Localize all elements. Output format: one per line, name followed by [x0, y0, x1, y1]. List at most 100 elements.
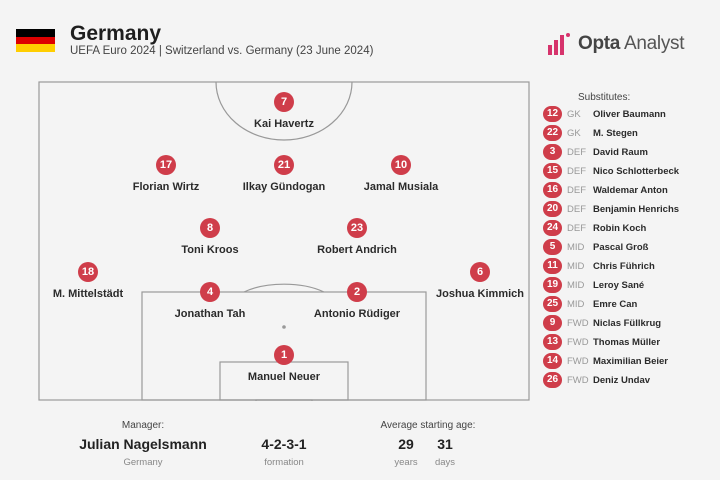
match-subtitle: UEFA Euro 2024 | Switzerland vs. Germany… [70, 45, 374, 57]
shirt-number-badge: 4 [200, 282, 220, 302]
sub-name: Robin Koch [593, 222, 647, 234]
starter-17: 17 Florian Wirtz [101, 155, 231, 193]
player-name: Ilkay Gündogan [242, 181, 326, 193]
substitute-row: 25 MID Emre Can [543, 296, 637, 312]
player-name: Toni Kroos [181, 244, 239, 256]
sub-number-badge: 14 [543, 353, 562, 369]
sub-name: M. Stegen [593, 127, 638, 139]
starter-23: 23 Robert Andrich [292, 218, 422, 256]
substitute-row: 15 DEF Nico Schlotterbeck [543, 163, 679, 179]
age-days-label: days [434, 457, 456, 468]
shirt-number-badge: 23 [347, 218, 367, 238]
shirt-number-badge: 1 [274, 345, 294, 365]
sub-name: Leroy Sané [593, 279, 645, 291]
opta-logo-icon [548, 33, 574, 55]
substitute-row: 20 DEF Benjamin Henrichs [543, 201, 679, 217]
page-title: Germany [70, 22, 162, 45]
substitute-row: 9 FWD Niclas Füllkrug [543, 315, 661, 331]
manager-team: Germany [123, 457, 163, 468]
sub-position: FWD [567, 355, 589, 367]
sub-number-badge: 24 [543, 220, 562, 236]
player-name: Robert Andrich [317, 244, 397, 256]
shirt-number-badge: 21 [274, 155, 294, 175]
shirt-number-badge: 2 [347, 282, 367, 302]
brand-name-light: Analyst [620, 33, 685, 54]
substitute-row: 11 MID Chris Führich [543, 258, 655, 274]
average-age-label: Average starting age: [380, 420, 476, 431]
sub-number-badge: 9 [543, 315, 562, 331]
opta-analyst-logo: Opta Analyst [548, 32, 685, 56]
sub-name: Nico Schlotterbeck [593, 165, 680, 177]
sub-position: DEF [567, 222, 586, 234]
substitutes-title: Substitutes: [578, 92, 631, 103]
starter-7: 7 Kai Havertz [219, 92, 349, 130]
sub-position: FWD [567, 317, 589, 329]
starter-10: 10 Jamal Musiala [336, 155, 466, 193]
player-name: Antonio Rüdiger [313, 308, 401, 320]
sub-position: MID [567, 279, 585, 291]
sub-position: GK [567, 127, 581, 139]
player-name: Florian Wirtz [132, 181, 200, 193]
starter-4: 4 Jonathan Tah [145, 282, 275, 320]
sub-position: GK [567, 108, 581, 120]
formation-value: 4-2-3-1 [261, 436, 307, 452]
shirt-number-badge: 7 [274, 92, 294, 112]
sub-name: Pascal Groß [593, 241, 649, 253]
sub-name: Emre Can [593, 298, 638, 310]
sub-position: MID [567, 298, 585, 310]
age-days-value: 31 [437, 436, 453, 452]
shirt-number-badge: 6 [470, 262, 490, 282]
sub-position: DEF [567, 184, 586, 196]
shirt-number-badge: 18 [78, 262, 98, 282]
sub-number-badge: 11 [543, 258, 562, 274]
sub-number-badge: 26 [543, 372, 562, 388]
substitute-row: 5 MID Pascal Groß [543, 239, 648, 255]
substitute-row: 14 FWD Maximilian Beier [543, 353, 668, 369]
sub-name: Oliver Baumann [593, 108, 666, 120]
manager-name: Julian Nagelsmann [79, 436, 207, 452]
sub-position: DEF [567, 165, 586, 177]
sub-name: Maximilian Beier [593, 355, 668, 367]
sub-name: Niclas Füllkrug [593, 317, 662, 329]
age-years-value: 29 [398, 436, 414, 452]
shirt-number-badge: 8 [200, 218, 220, 238]
manager-label: Manager: [121, 420, 165, 431]
flag-stripe-black [16, 29, 55, 37]
formation-label: formation [264, 457, 304, 468]
sub-name: Benjamin Henrichs [593, 203, 680, 215]
starter-6: 6 Joshua Kimmich [415, 262, 545, 300]
starter-1: 1 Manuel Neuer [219, 345, 349, 383]
sub-position: MID [567, 241, 585, 253]
substitute-row: 22 GK M. Stegen [543, 125, 638, 141]
sub-position: DEF [567, 146, 586, 158]
player-name: Kai Havertz [254, 118, 314, 130]
player-name: Manuel Neuer [247, 371, 321, 383]
substitute-row: 13 FWD Thomas Müller [543, 334, 660, 350]
starter-21: 21 Ilkay Gündogan [219, 155, 349, 193]
sub-number-badge: 15 [543, 163, 562, 179]
sub-name: Chris Führich [593, 260, 655, 272]
sub-number-badge: 25 [543, 296, 562, 312]
sub-number-badge: 3 [543, 144, 562, 160]
sub-number-badge: 19 [543, 277, 562, 293]
player-name: M. Mittelstädt [52, 288, 124, 300]
player-name: Jonathan Tah [174, 308, 246, 320]
flag-stripe-gold [16, 44, 55, 52]
shirt-number-badge: 17 [156, 155, 176, 175]
sub-number-badge: 12 [543, 106, 562, 122]
sub-name: Deniz Undav [593, 374, 651, 386]
starter-18: 18 M. Mittelstädt [23, 262, 153, 300]
shirt-number-badge: 10 [391, 155, 411, 175]
sub-position: FWD [567, 336, 589, 348]
flag-stripe-red [16, 36, 55, 45]
sub-position: DEF [567, 203, 586, 215]
brand-name-bold: Opta [578, 33, 621, 54]
sub-name: Waldemar Anton [593, 184, 668, 196]
sub-name: Thomas Müller [593, 336, 661, 348]
age-years-label: years [394, 457, 418, 468]
sub-number-badge: 20 [543, 201, 562, 217]
sub-name: David Raum [593, 146, 648, 158]
sub-number-badge: 16 [543, 182, 562, 198]
sub-number-badge: 22 [543, 125, 562, 141]
substitute-row: 24 DEF Robin Koch [543, 220, 646, 236]
